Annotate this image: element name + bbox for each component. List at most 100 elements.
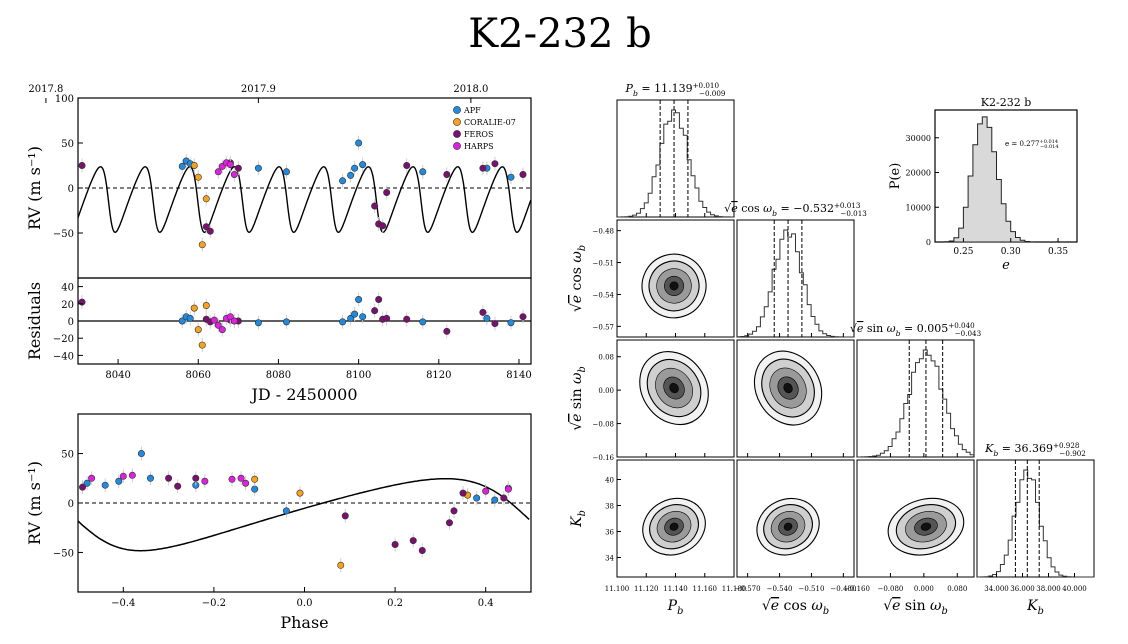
data-point-apf: [254, 164, 262, 172]
data-point-feros: [79, 483, 87, 491]
y-tick-label: 10000: [906, 203, 931, 212]
x-tick-label: 8040: [105, 370, 130, 381]
x-tick-label: 8120: [426, 370, 451, 381]
x-tick-label: 8100: [346, 370, 371, 381]
data-point-coralie-07: [296, 489, 304, 497]
x-tick-label: −0.160: [844, 585, 870, 593]
data-point-harps: [226, 313, 234, 321]
legend-entry: FEROS: [464, 130, 493, 139]
data-point-coralie-07: [251, 475, 259, 483]
x-tick-label: 0.4: [478, 598, 494, 609]
data-point-feros: [206, 227, 214, 235]
data-point-apf: [355, 139, 363, 147]
x-tick-label: 0.35: [1048, 247, 1068, 257]
posterior-histogram: [617, 109, 734, 218]
x-tick-label: 11.100: [605, 585, 630, 593]
data-point-apf: [101, 481, 109, 489]
y-tick-label: 0: [68, 499, 74, 510]
contour-level: [783, 382, 793, 394]
data-point-apf: [178, 317, 186, 325]
data-point-harps: [214, 168, 222, 176]
x-tick-label: −0.4: [111, 598, 135, 609]
data-point-feros: [202, 223, 210, 231]
data-point-apf: [491, 496, 499, 504]
data-point-feros: [78, 162, 86, 170]
data-point-feros: [78, 298, 86, 306]
data-point-feros: [165, 474, 173, 482]
legend-marker: [453, 142, 461, 150]
corner-diag-frame: [616, 99, 735, 218]
x-tick-label: 8080: [266, 370, 291, 381]
y-tick-label: 40: [61, 283, 74, 294]
data-point-feros: [450, 507, 458, 515]
y-tick-label: 100: [55, 94, 74, 105]
data-point-apf: [178, 162, 186, 170]
model-curve: [77, 166, 532, 234]
corner-plot: Pb = 11.139+0.010 −0.009 −0.57 −0.54 −0.51 −0…: [569, 81, 1095, 617]
x-tick-label: −0.510: [799, 585, 825, 593]
x-tick-label: −0.480: [830, 585, 856, 593]
x-axis-label: Phase: [280, 613, 328, 632]
x-tick-label: 11.140: [663, 585, 688, 593]
x-tick-label: 0.30: [1001, 247, 1021, 257]
data-point-feros: [391, 541, 399, 549]
x-tick-label: 0.25: [953, 247, 973, 257]
y-tick-label: 38: [605, 503, 614, 511]
data-point-harps: [128, 471, 136, 479]
data-point-apf: [351, 164, 359, 172]
x-tick-label: 36.000: [1010, 585, 1035, 593]
x-tick-label: 11.160: [693, 585, 718, 593]
x-tick-label: 40.000: [1062, 585, 1087, 593]
data-point-feros: [491, 320, 499, 328]
data-point-feros: [479, 164, 487, 172]
data-point-feros: [443, 327, 451, 335]
top-tick-label: 2017.8: [28, 84, 63, 95]
top-tick-label: 2018.0: [453, 84, 488, 95]
x-tick-label: 34.000: [984, 585, 1009, 593]
x-tick-label: 11.180: [722, 585, 747, 593]
data-point-apf: [359, 161, 367, 169]
y-tick-label: 0: [926, 238, 931, 247]
y-tick-label: 0.00: [598, 387, 614, 395]
data-point-feros: [479, 308, 487, 316]
data-point-apf: [347, 171, 355, 179]
y-tick-label: −0.48: [593, 228, 614, 236]
x-tick-label: 0.2: [387, 598, 403, 609]
contour-level: [783, 522, 793, 531]
posterior-histogram: [737, 229, 854, 338]
legend-entry: APF: [463, 106, 481, 115]
data-point-coralie-07: [190, 304, 198, 312]
data-point-coralie-07: [202, 195, 210, 203]
data-point-coralie-07: [194, 326, 202, 334]
data-point-harps: [504, 485, 512, 493]
y-tick-label: 50: [61, 139, 74, 150]
data-point-apf: [351, 310, 359, 318]
data-point-harps: [482, 487, 490, 495]
y-tick-label: −40: [53, 351, 74, 362]
data-point-harps: [88, 474, 96, 482]
histogram-bars: [943, 116, 1035, 243]
data-point-feros: [403, 315, 411, 323]
data-point-coralie-07: [202, 302, 210, 310]
data-point-feros: [443, 171, 451, 179]
data-point-harps: [119, 472, 127, 480]
data-point-feros: [418, 546, 426, 554]
data-point-apf: [339, 318, 347, 326]
x-tick-label: −0.2: [202, 598, 226, 609]
data-point-coralie-07: [190, 162, 198, 170]
data-point-apf: [282, 507, 290, 515]
corner-param-title: Pb = 11.139+0.010 −0.009: [625, 81, 726, 98]
legend-entry: CORALIE-07: [464, 118, 516, 127]
data-point-feros: [445, 519, 453, 527]
data-point-apf: [419, 318, 427, 326]
x-tick-label: −0.540: [767, 585, 793, 593]
data-point-feros: [519, 313, 527, 321]
data-point-feros: [375, 295, 383, 303]
data-point-apf: [282, 318, 290, 326]
data-point-coralie-07: [337, 561, 345, 569]
data-point-apf: [507, 173, 515, 181]
corner-x-label: Kb: [1026, 598, 1044, 617]
data-point-harps: [214, 321, 222, 329]
x-axis-label: JD - 2450000: [249, 385, 357, 404]
